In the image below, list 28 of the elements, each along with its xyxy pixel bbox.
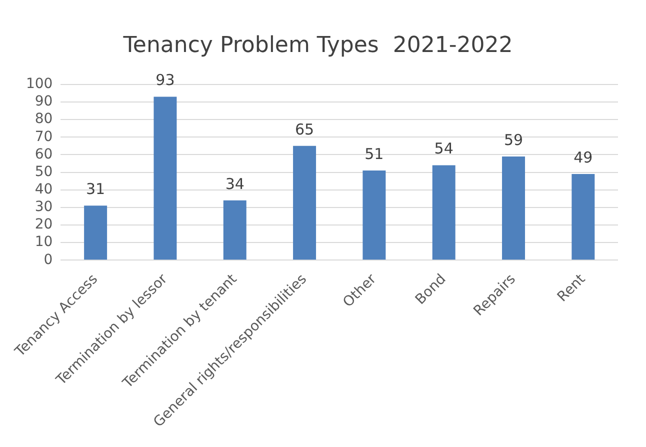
data-label: 49 [574, 148, 593, 166]
chart-title: Tenancy Problem Types 2021-2022 [122, 32, 513, 58]
y-tick-label: 30 [34, 199, 53, 216]
data-label: 31 [86, 180, 106, 198]
y-tick-label: 10 [34, 234, 53, 250]
data-label: 65 [294, 120, 314, 138]
data-label: 93 [156, 71, 175, 90]
bar [293, 146, 316, 260]
y-tick-label: 80 [34, 111, 53, 128]
data-label: 51 [364, 144, 384, 163]
data-label: 59 [504, 130, 524, 149]
data-label: 54 [434, 140, 454, 158]
bar [572, 174, 595, 260]
bar [223, 200, 246, 260]
y-tick-label: 70 [34, 128, 53, 145]
bar [432, 165, 456, 260]
bar [362, 170, 386, 260]
y-tick-label: 60 [34, 146, 53, 162]
y-tick-label: 100 [26, 76, 53, 92]
y-tick-label: 20 [34, 216, 53, 233]
y-tick-label: 90 [34, 94, 53, 110]
y-tick-label: 50 [34, 164, 53, 180]
data-label: 34 [225, 174, 244, 193]
y-tick-label: 40 [34, 182, 53, 198]
bar [502, 156, 526, 260]
bar [84, 206, 108, 260]
bar [154, 96, 177, 260]
y-tick-label: 0 [44, 252, 53, 268]
